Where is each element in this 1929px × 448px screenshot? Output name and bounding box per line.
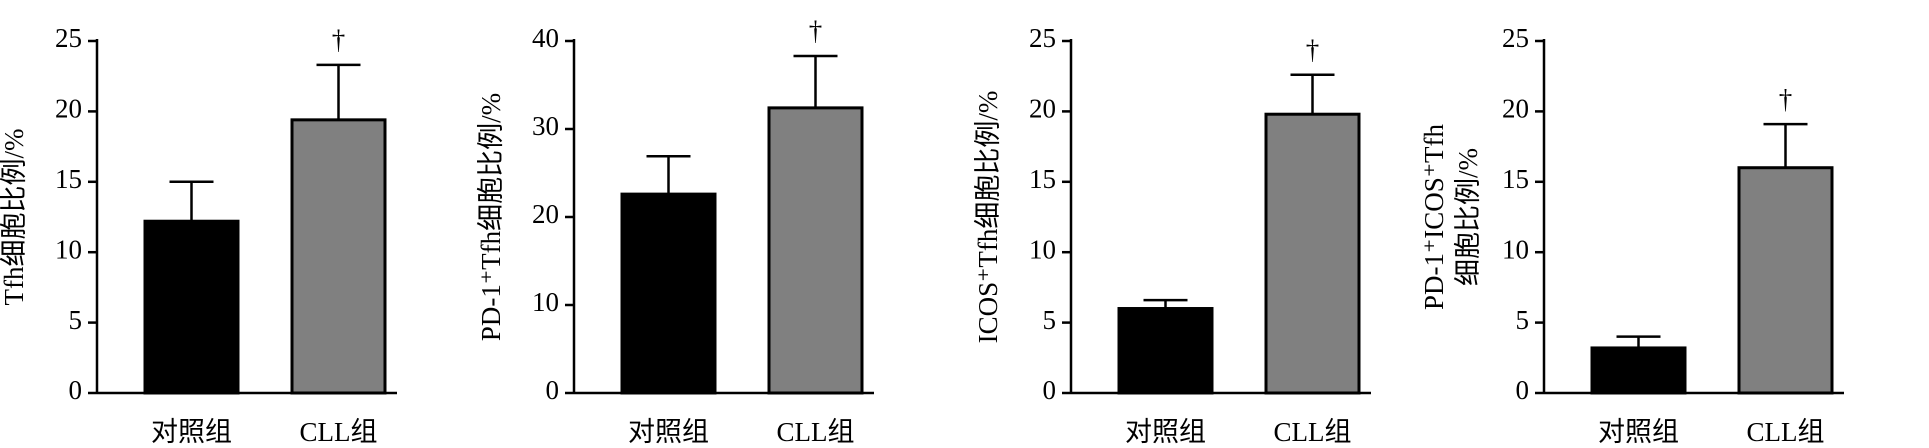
x-tick-label: 对照组 — [1125, 417, 1206, 447]
y-tick-label: 40 — [532, 23, 559, 53]
x-tick-label: CLL组 — [1274, 417, 1352, 447]
bar — [620, 192, 717, 395]
x-tick-label: CLL组 — [300, 417, 378, 447]
x-tick-label: 对照组 — [628, 417, 709, 447]
x-tick-label: CLL组 — [777, 417, 855, 447]
y-tick-label: 15 — [1502, 164, 1529, 194]
y-axis-label: 细胞比例/% — [1453, 148, 1483, 286]
y-tick-label: 25 — [1029, 23, 1056, 53]
y-tick-label: 0 — [1043, 375, 1057, 405]
y-tick-label: 0 — [1516, 375, 1530, 405]
chart: 0 10 20 30 40 PD-1⁺Tfh细胞比例/% 对照组 CLL组 † — [476, 16, 874, 447]
y-tick-label: 5 — [69, 305, 83, 335]
y-tick-label: 15 — [55, 164, 82, 194]
y-tick-label: 5 — [1516, 305, 1530, 335]
y-tick-label: 20 — [532, 199, 559, 229]
y-tick-label: 0 — [69, 375, 83, 405]
y-axis-label: Tfh细胞比例/% — [0, 129, 29, 306]
significance-mark: † — [809, 16, 823, 46]
x-tick-label: 对照组 — [151, 417, 232, 447]
x-tick-label: CLL组 — [1747, 417, 1825, 447]
bar — [1117, 307, 1214, 395]
bar — [1737, 166, 1834, 395]
y-tick-label: 20 — [1502, 94, 1529, 124]
y-axis-label: PD-1⁺Tfh细胞比例/% — [476, 93, 506, 341]
bar — [290, 118, 387, 395]
y-tick-label: 0 — [546, 375, 560, 405]
chart: 0 5 10 15 20 25 ICOS⁺Tfh细胞比例/% 对照组 CLL组 † — [973, 23, 1371, 447]
y-tick-label: 10 — [55, 234, 82, 264]
bar — [1264, 112, 1361, 395]
y-tick-label: 5 — [1043, 305, 1057, 335]
x-tick-label: 对照组 — [1598, 417, 1679, 447]
y-tick-label: 25 — [55, 23, 82, 53]
y-axis-label: ICOS⁺Tfh细胞比例/% — [973, 91, 1003, 344]
chart: 0 5 10 15 20 25 Tfh细胞比例/% 对照组 CLL组 † — [0, 23, 397, 447]
y-tick-label: 20 — [55, 94, 82, 124]
y-tick-label: 10 — [1029, 234, 1056, 264]
y-tick-label: 20 — [1029, 94, 1056, 124]
significance-mark: † — [332, 25, 346, 55]
y-tick-label: 10 — [1502, 234, 1529, 264]
y-tick-label: 30 — [532, 111, 559, 141]
y-tick-label: 15 — [1029, 164, 1056, 194]
y-axis-label: PD-1⁺ICOS⁺Tfh — [1419, 124, 1449, 311]
chart: 0 5 10 15 20 25 PD-1⁺ICOS⁺Tfh 细胞比例/% 对照组 CLL组 † — [1419, 23, 1844, 447]
bar — [767, 106, 864, 395]
significance-mark: † — [1306, 35, 1320, 65]
significance-mark: † — [1779, 84, 1793, 114]
bar — [1590, 346, 1687, 395]
bar — [143, 219, 240, 395]
y-tick-label: 25 — [1502, 23, 1529, 53]
y-tick-label: 10 — [532, 287, 559, 317]
